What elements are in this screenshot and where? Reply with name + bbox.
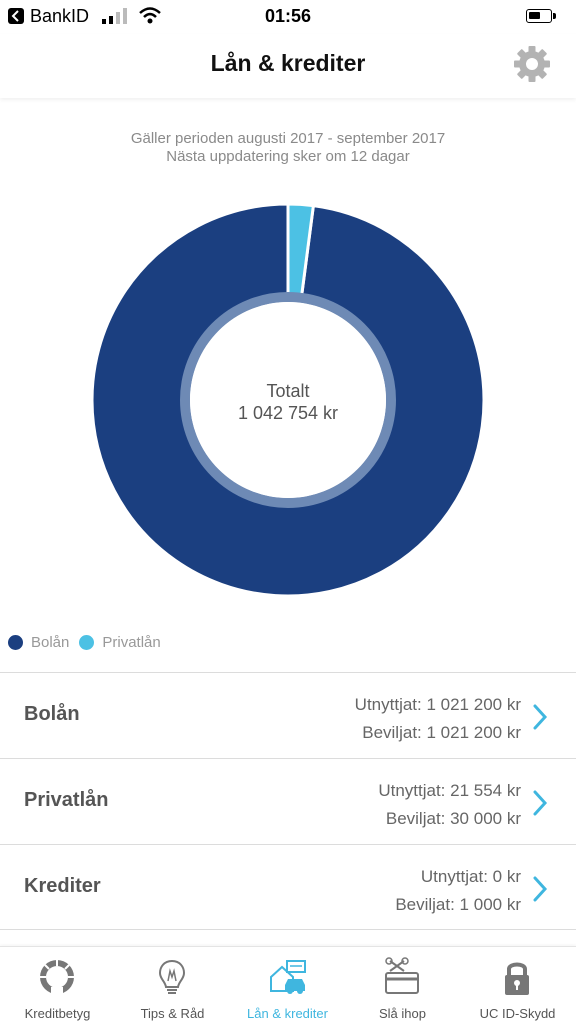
loan-name: Krediter	[24, 875, 101, 897]
tab-label: Tips & Råd	[140, 1006, 205, 1021]
tab-label: UC ID-Skydd	[479, 1006, 556, 1021]
tab-bar: Kreditbetyg Tips & Råd Lån & krediter	[0, 946, 576, 1024]
merge-cards-icon	[385, 957, 419, 994]
donut-inner-ring	[180, 292, 396, 508]
chevron-right-icon[interactable]	[532, 789, 548, 817]
back-to-app-icon[interactable]	[8, 8, 24, 24]
tab-tips-rad[interactable]: Tips & Råd	[115, 947, 230, 1024]
donut-center	[190, 302, 386, 498]
tab-label: Lån & krediter	[247, 1006, 328, 1021]
tab-uc-id-skydd[interactable]: UC ID-Skydd	[460, 947, 575, 1024]
loan-row-krediter[interactable]: Krediter Utnyttjat: 0 kr Beviljat: 1 000…	[0, 844, 576, 930]
chart-legend: Bolån Privatlån	[8, 632, 171, 652]
house-car-icon	[270, 960, 306, 994]
chevron-right-icon[interactable]	[532, 703, 548, 731]
legend-item-privatlan: Privatlån	[79, 633, 161, 651]
clock: 01:56	[264, 6, 312, 26]
status-bar: BankID 01:56	[0, 0, 576, 34]
total-label: Totalt	[266, 381, 310, 401]
loan-granted: Beviljat: 30 000 kr	[385, 809, 521, 828]
gear-icon[interactable]	[512, 44, 552, 84]
chevron-right-icon[interactable]	[532, 875, 548, 903]
wifi-icon	[139, 7, 161, 24]
period-info: Gäller perioden augusti 2017 - september…	[0, 130, 576, 166]
loan-row-privatlan[interactable]: Privatlån Utnyttjat: 21 554 kr Beviljat:…	[0, 758, 576, 844]
loan-values: Utnyttjat: 1 021 200 kr Beviljat: 1 021 …	[355, 691, 521, 747]
next-update: Nästa uppdatering sker om 12 dagar	[166, 148, 410, 165]
lock-icon	[505, 962, 529, 995]
navigation-bar: Lån & krediter	[0, 34, 576, 98]
loan-values: Utnyttjat: 0 kr Beviljat: 1 000 kr	[395, 863, 521, 919]
loan-granted: Beviljat: 1 000 kr	[395, 895, 521, 914]
loan-row-bolan[interactable]: Bolån Utnyttjat: 1 021 200 kr Beviljat: …	[0, 672, 576, 758]
loan-name: Privatlån	[24, 789, 109, 811]
legend-item-bolan: Bolån	[8, 634, 69, 651]
loan-values: Utnyttjat: 21 554 kr Beviljat: 30 000 kr	[378, 777, 521, 833]
loan-used: Utnyttjat: 1 021 200 kr	[354, 695, 521, 714]
legend-label-bolan: Bolån	[31, 633, 70, 651]
legend-dot-privatlan	[79, 634, 95, 650]
page-title: Lån & krediter	[210, 50, 366, 76]
legend-dot-bolan	[8, 634, 23, 650]
loan-donut-chart	[90, 202, 486, 598]
tab-lan-krediter[interactable]: Lån & krediter	[230, 947, 345, 1024]
period-range: Gäller perioden augusti 2017 - september…	[130, 130, 446, 147]
tab-sla-ihop[interactable]: Slå ihop	[345, 947, 460, 1024]
loan-name: Bolån	[24, 703, 80, 725]
loan-granted: Beviljat: 1 021 200 kr	[362, 723, 521, 742]
legend-label-privatlan: Privatlån	[102, 633, 161, 651]
tab-label: Kreditbetyg	[24, 1006, 91, 1021]
loan-used: Utnyttjat: 21 554 kr	[378, 781, 521, 800]
signal-icon	[102, 8, 127, 24]
loan-used: Utnyttjat: 0 kr	[420, 867, 521, 886]
lightbulb-icon	[158, 959, 186, 994]
total-value: 1 042 754 kr	[237, 403, 339, 423]
tab-kreditbetyg[interactable]: Kreditbetyg	[0, 947, 115, 1024]
tab-label: Slå ihop	[379, 1006, 426, 1021]
carrier-label[interactable]: BankID	[30, 6, 90, 26]
gauge-icon	[40, 960, 74, 997]
battery-icon	[526, 9, 556, 23]
